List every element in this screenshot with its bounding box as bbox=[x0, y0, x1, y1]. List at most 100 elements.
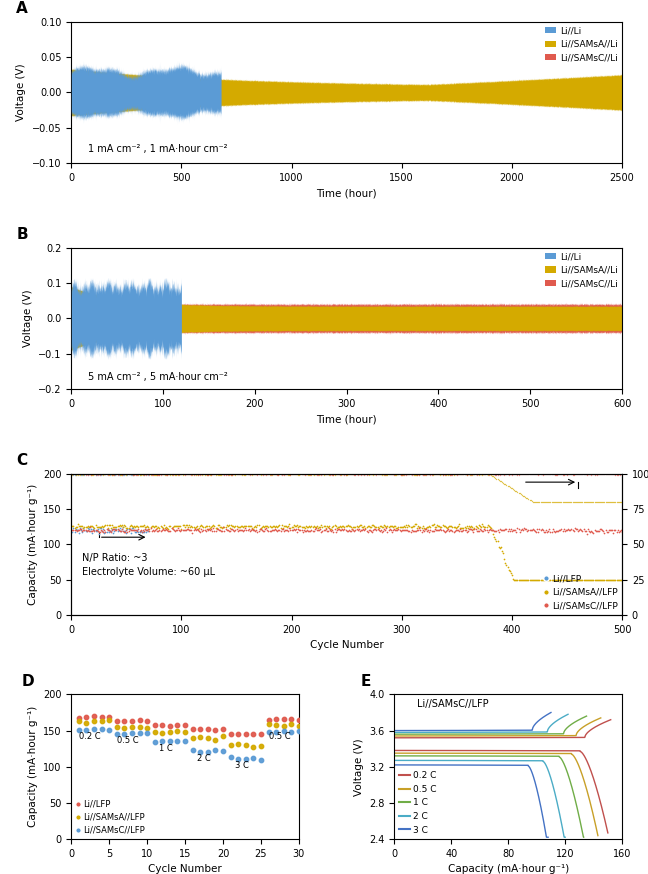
Point bbox=[220, 522, 231, 536]
Point bbox=[424, 468, 434, 482]
Point bbox=[489, 470, 500, 484]
Point bbox=[205, 521, 215, 535]
Point bbox=[368, 468, 378, 482]
Point bbox=[139, 468, 149, 482]
Point bbox=[614, 467, 624, 481]
Point bbox=[346, 468, 356, 482]
Point bbox=[368, 524, 378, 538]
Point bbox=[414, 468, 424, 482]
Point bbox=[292, 518, 302, 532]
Point bbox=[217, 524, 227, 538]
Point bbox=[531, 524, 541, 538]
Point bbox=[538, 495, 549, 509]
Point bbox=[288, 468, 299, 482]
Point bbox=[461, 519, 472, 533]
Point bbox=[148, 523, 158, 537]
Point bbox=[520, 467, 530, 481]
Point bbox=[132, 467, 143, 481]
Point bbox=[281, 468, 291, 482]
Point bbox=[494, 540, 504, 554]
Point bbox=[341, 524, 352, 538]
Point bbox=[557, 572, 568, 586]
Point bbox=[266, 520, 276, 534]
Point bbox=[399, 524, 409, 538]
Point bbox=[183, 522, 193, 536]
Point bbox=[601, 572, 612, 586]
Point bbox=[134, 468, 145, 482]
Point bbox=[115, 468, 125, 482]
Point bbox=[97, 519, 108, 533]
Point bbox=[95, 521, 105, 535]
Point bbox=[367, 518, 377, 532]
Point bbox=[575, 572, 585, 586]
Point bbox=[606, 495, 616, 509]
Point bbox=[461, 524, 472, 538]
Point bbox=[391, 467, 401, 481]
Point bbox=[79, 468, 89, 482]
Point bbox=[457, 521, 467, 535]
Point bbox=[530, 572, 540, 586]
Point bbox=[69, 468, 80, 482]
Point bbox=[146, 468, 157, 482]
Point bbox=[219, 468, 229, 482]
Point bbox=[477, 468, 487, 482]
Point bbox=[79, 468, 89, 482]
Point bbox=[219, 468, 229, 482]
Point bbox=[491, 468, 502, 482]
Point bbox=[90, 468, 100, 482]
Point bbox=[247, 522, 257, 536]
Point bbox=[279, 519, 289, 533]
Point bbox=[512, 572, 522, 586]
Point bbox=[424, 468, 434, 482]
Point bbox=[85, 467, 95, 481]
Point bbox=[351, 518, 362, 532]
Point bbox=[610, 523, 621, 537]
Point bbox=[98, 520, 108, 534]
Point bbox=[554, 468, 564, 482]
Point bbox=[194, 468, 204, 482]
Point bbox=[529, 468, 539, 482]
Point bbox=[307, 467, 318, 481]
Point bbox=[584, 524, 594, 538]
Point bbox=[417, 524, 428, 538]
Point bbox=[123, 524, 133, 538]
Point bbox=[519, 468, 529, 482]
Point bbox=[346, 519, 356, 533]
Point bbox=[387, 468, 397, 482]
Point bbox=[487, 524, 497, 538]
Point bbox=[128, 521, 138, 535]
Point bbox=[77, 524, 87, 538]
Point bbox=[430, 468, 440, 482]
Point bbox=[195, 730, 205, 744]
Point bbox=[354, 468, 365, 482]
Point bbox=[305, 468, 316, 482]
Point bbox=[393, 523, 404, 537]
Point bbox=[185, 520, 196, 534]
Point bbox=[552, 524, 562, 538]
Point bbox=[614, 495, 624, 509]
Point bbox=[137, 468, 148, 482]
Point bbox=[332, 468, 342, 482]
Point bbox=[211, 523, 222, 537]
Point bbox=[299, 524, 309, 538]
Point bbox=[560, 572, 570, 586]
Point bbox=[148, 468, 159, 482]
Point bbox=[542, 525, 552, 539]
Point bbox=[494, 541, 505, 555]
Point bbox=[186, 468, 196, 482]
Point bbox=[370, 520, 380, 534]
Point bbox=[113, 468, 124, 482]
Point bbox=[532, 495, 542, 509]
Point bbox=[172, 718, 183, 732]
Point bbox=[378, 524, 388, 538]
Point bbox=[126, 523, 136, 537]
Point bbox=[583, 572, 593, 586]
Point bbox=[93, 468, 103, 482]
Point bbox=[442, 523, 452, 537]
Point bbox=[354, 519, 364, 533]
Point bbox=[175, 524, 185, 538]
Point bbox=[586, 524, 596, 538]
Point bbox=[299, 524, 310, 538]
Point bbox=[445, 524, 456, 538]
Point bbox=[465, 468, 475, 482]
